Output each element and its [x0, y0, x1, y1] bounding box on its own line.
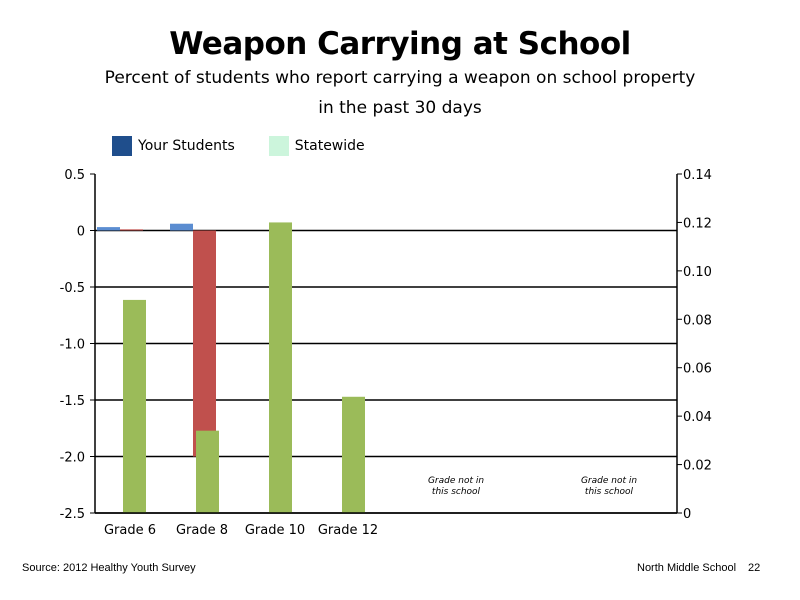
right-axis-tick-label: 0 [683, 507, 691, 522]
legend-swatch-statewide [268, 136, 289, 156]
source-note: Source: 2012 Healthy Youth Survey [22, 562, 196, 574]
bar [170, 223, 193, 231]
chart-subtitle-line-1: Percent of students who report carrying … [104, 68, 696, 88]
legend-label-your-students: Your Students [138, 138, 235, 154]
right-axis-tick-label: 0.02 [683, 459, 712, 474]
left-axis-tick-label: -2.0 [60, 451, 85, 466]
chart-subtitle-line-2: in the past 30 days [318, 98, 482, 118]
x-axis-category-label: Grade 10 [245, 523, 305, 538]
right-axis-tick-label: 0.08 [683, 313, 712, 328]
x-axis-category-label: Grade 8 [176, 523, 228, 538]
legend-item-statewide: Statewide [268, 136, 365, 156]
bar [123, 299, 146, 513]
chart-legend: Your Students Statewide [112, 136, 395, 156]
bar [196, 430, 219, 513]
x-axis-category-label: Grade 12 [318, 523, 378, 538]
bar [269, 222, 292, 513]
left-axis-tick-label: -0.5 [60, 281, 85, 296]
right-axis-tick-label: 0.14 [683, 168, 712, 183]
legend-swatch-your-students [112, 136, 132, 156]
x-axis-category-label: Grade 6 [104, 523, 156, 538]
bar [342, 396, 365, 513]
grade-not-in-school-note: Grade not in [428, 476, 484, 486]
bar [97, 227, 120, 231]
legend-label-statewide: Statewide [294, 138, 365, 154]
left-axis-tick-label: -1.0 [60, 338, 85, 353]
grade-not-in-school-note: Grade not in [581, 476, 637, 486]
right-axis-tick-label: 0.12 [683, 216, 712, 231]
left-axis-tick-label: 0 [77, 225, 85, 240]
page-number: 22 [748, 562, 761, 574]
school-name: North Middle School [637, 562, 737, 574]
right-axis-tick-label: 0.10 [683, 265, 712, 280]
right-axis-tick-label: 0.04 [683, 410, 712, 425]
chart-title: Weapon Carrying at School [169, 26, 631, 62]
legend-item-your-students: Your Students [112, 136, 235, 156]
grade-not-in-school-note: this school [585, 487, 634, 497]
bar [193, 230, 216, 457]
left-axis-tick-label: -1.5 [60, 394, 85, 409]
left-axis-tick-label: -2.5 [60, 507, 85, 522]
grade-not-in-school-note: this school [432, 487, 481, 497]
left-axis-tick-label: 0.5 [64, 168, 85, 183]
bar [120, 229, 143, 231]
right-axis-tick-label: 0.06 [683, 362, 712, 377]
